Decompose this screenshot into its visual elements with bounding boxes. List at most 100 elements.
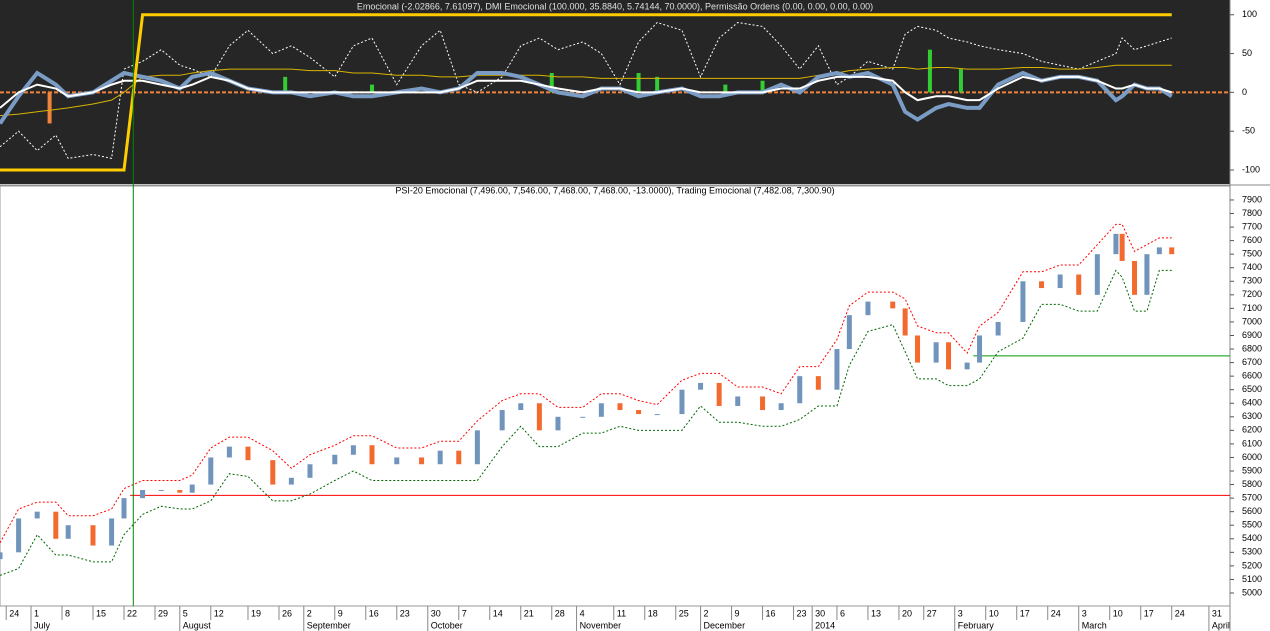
candle [518,403,524,411]
y-tick-label: 5600 [1242,506,1262,516]
y-tick-label: 7900 [1242,194,1262,204]
x-tick-label: 23 [400,608,410,618]
x-tick-label: 4 [580,608,585,618]
y-tick-label: 7400 [1242,262,1262,272]
candle [1076,274,1082,295]
histogram-bar [369,84,374,93]
y-tick-label: 7200 [1242,289,1262,299]
x-tick-label: 1 [34,608,39,618]
y-tick-label: 6900 [1242,330,1262,340]
y-tick-label: 7300 [1242,276,1262,286]
candle [226,446,232,458]
candle [474,430,480,465]
candle [437,450,443,465]
month-label: August [183,620,212,630]
candle [177,489,183,493]
candle [977,335,983,363]
x-tick-label: 25 [679,608,689,618]
histogram-bar [549,72,554,93]
candle [1144,254,1150,295]
x-tick-label: 24 [1175,608,1185,618]
candle [1169,247,1175,255]
x-tick-label: 13 [871,608,881,618]
candle [995,321,1001,336]
candle [499,410,505,431]
candle [419,457,425,465]
x-tick-label: 30 [815,608,825,618]
candle [716,382,722,406]
candle [109,518,115,546]
y-tick-label: 5800 [1242,479,1262,489]
y-tick-label: 6700 [1242,357,1262,367]
x-tick-label: 22 [127,608,137,618]
y-tick-label: 6600 [1242,371,1262,381]
y-tick-label: 7800 [1242,208,1262,218]
candle [90,525,96,546]
y-tick-label: 50 [1242,48,1252,58]
month-label: July [34,620,51,630]
x-tick-label: 19 [251,608,261,618]
x-tick-label: 17 [1144,608,1154,618]
candle [245,446,251,461]
x-tick-label: 30 [431,608,441,618]
candle [1156,247,1162,255]
x-tick-label: 16 [369,608,379,618]
indicator-line [0,75,1173,109]
price-title: PSI-20 Emocional (7,496.00, 7,546.00, 7,… [395,185,834,195]
x-tick-label: 17 [1020,608,1030,618]
candle [598,403,604,417]
x-tick-label: 29 [158,608,168,618]
x-tick-label: 6 [840,608,845,618]
y-tick-label: 6500 [1242,384,1262,394]
x-tick-label: 23 [797,608,807,618]
candle [760,396,766,411]
candle [288,477,294,485]
y-tick-label: 7500 [1242,249,1262,259]
candle [1132,260,1138,295]
y-tick-label: 5100 [1242,574,1262,584]
y-tick-label: 5400 [1242,533,1262,543]
candle [778,403,784,411]
x-tick-label: 8 [65,608,70,618]
candle [34,511,40,519]
candle [865,301,871,316]
candle [0,552,3,560]
candle [580,416,586,418]
x-tick-label: 24 [1051,608,1061,618]
indicator-line [0,21,1172,159]
candle [53,511,59,539]
candle [307,464,313,478]
x-tick-label: 10 [989,608,999,618]
x-tick-label: 21 [524,608,534,618]
candle [1057,274,1063,289]
x-tick-label: 9 [338,608,343,618]
indicator-line [0,64,1172,117]
x-tick-label: 2 [307,608,312,618]
candle [332,454,338,465]
candle [846,315,852,350]
month-label: February [958,620,995,630]
x-tick-label: 3 [958,608,963,618]
x-tick-label: 24 [9,608,19,618]
y-tick-label: 6100 [1242,438,1262,448]
y-tick-label: 5000 [1242,587,1262,597]
histogram-bar [958,69,963,93]
candle [735,396,741,406]
candle [946,342,952,370]
candle [654,414,660,416]
candle [890,301,896,309]
histogram-bar [636,72,641,93]
candle [369,445,375,465]
month-label: September [307,620,351,630]
month-label: October [431,620,463,630]
x-tick-label: 9 [735,608,740,618]
candle [536,403,542,431]
y-tick-label: 7000 [1242,316,1262,326]
x-tick-label: 2 [704,608,709,618]
x-tick-label: 5 [183,608,188,618]
y-tick-label: 5500 [1242,520,1262,530]
candle [1039,281,1045,289]
x-tick-label: 7 [462,608,467,618]
x-tick-label: 12 [214,608,224,618]
x-tick-label: 26 [282,608,292,618]
